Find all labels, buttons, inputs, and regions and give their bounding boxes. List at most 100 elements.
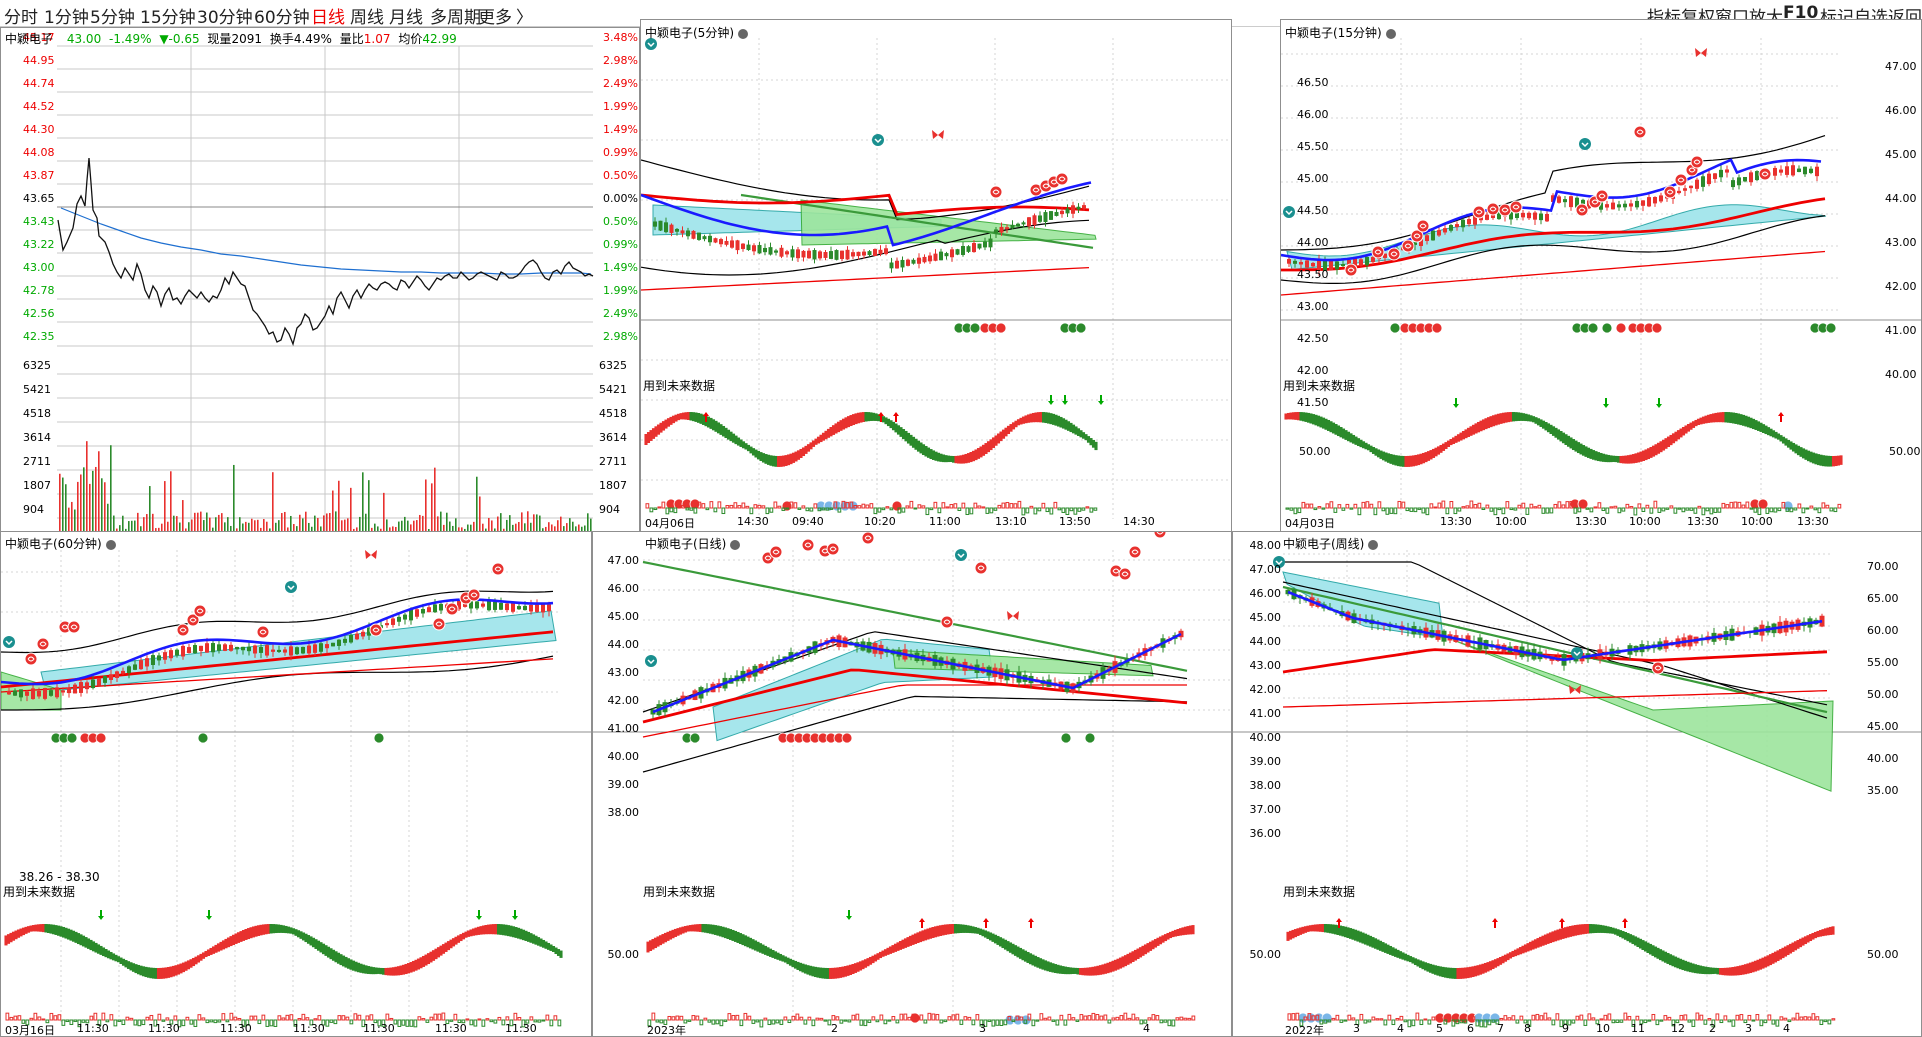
mini-volume-bar — [1115, 1016, 1120, 1021]
candle-body — [1076, 206, 1081, 210]
mini-volume-bar — [929, 507, 934, 511]
mini-volume-bar — [877, 507, 882, 513]
candle-body — [313, 644, 317, 653]
mini-volume-bar — [951, 1014, 956, 1021]
mini-volume-bar — [1619, 1019, 1624, 1023]
sell-signal-icon-glyph — [1475, 209, 1483, 215]
candle-body — [774, 250, 778, 253]
volume-bar — [170, 471, 172, 531]
settings-dot-icon[interactable] — [1385, 28, 1396, 39]
mini-volume-bar — [1307, 1013, 1312, 1021]
candle-body — [878, 249, 883, 254]
candle-body — [1449, 225, 1453, 231]
candle-body — [1737, 177, 1741, 186]
sell-signal-icon-glyph — [1489, 206, 1497, 212]
price-tick-left: 46.50 — [1297, 76, 1329, 89]
mini-volume-bar — [1709, 507, 1714, 515]
mini-volume-bar — [663, 1019, 668, 1025]
mini-volume-bar — [1367, 1019, 1372, 1023]
mini-volume-bar — [1151, 1014, 1156, 1021]
candle-body — [889, 262, 894, 269]
candle-body — [529, 604, 533, 612]
mini-volume-bar — [875, 1019, 880, 1023]
candle-body — [1635, 200, 1639, 208]
period-tab-monthly[interactable]: 月线 — [389, 8, 423, 28]
volume-bar — [77, 481, 79, 531]
period-tab-timeshare[interactable]: 分时 — [4, 8, 38, 28]
time-tick: 13:50 — [1059, 515, 1091, 528]
candle-body — [1695, 179, 1699, 189]
sell-signal-icon-glyph — [1374, 249, 1382, 255]
candle-body — [884, 248, 888, 255]
chart-panel-daily[interactable]: 中颖电子(日线) 用到未来数据 47.00 46.00 45.00 44.00 43.0… — [592, 531, 1232, 1037]
mini-volume-bar — [469, 1019, 474, 1026]
candle-body — [895, 260, 899, 269]
intraday-chart-panel[interactable]: 中颖电子 43.00 -1.49% ▼-0.65 现量2091 换手4.49% … — [0, 27, 640, 532]
chart-panel-5min[interactable]: 中颖电子(5分钟) 用到未来数据 04月06日 14:30 09:40 10:20 11… — [640, 19, 1232, 532]
settings-dot-icon[interactable] — [738, 28, 748, 39]
more-chevron-icon[interactable]: 〉 — [516, 8, 533, 28]
mini-volume-bar — [1347, 1014, 1352, 1021]
period-tab-1min[interactable]: 1分钟 — [44, 8, 89, 28]
sell-signal-icon-glyph — [1666, 189, 1674, 195]
settings-dot-icon[interactable] — [730, 539, 741, 550]
volume-bar — [431, 483, 433, 531]
mini-volume-bar — [659, 1019, 664, 1024]
mini-volume-bar — [1605, 507, 1610, 514]
candle-body — [1323, 260, 1327, 271]
candle-body — [1653, 196, 1657, 204]
candle-body — [1797, 168, 1801, 173]
candle-body — [1677, 190, 1681, 194]
signal-dot-icon — [1587, 322, 1599, 334]
chart-panel-15min[interactable]: 中颖电子(15分钟) 用到未来数据 46.50 46.00 45.50 45.00 44… — [1280, 19, 1922, 532]
mini-volume-bar — [1659, 1019, 1664, 1022]
volume-tick-right: 2711 — [599, 455, 627, 468]
volume-bar — [203, 520, 205, 531]
mini-volume-bar — [1771, 1019, 1776, 1025]
f10-button[interactable]: F10 — [1783, 3, 1819, 23]
mini-volume-bar — [1763, 1019, 1768, 1024]
sell-signal-icon-glyph — [1347, 267, 1355, 273]
period-tab-daily[interactable]: 日线 — [311, 8, 345, 28]
buy-signal-icon — [645, 38, 657, 50]
mini-volume-bar — [1823, 1019, 1828, 1023]
mini-volume-bar — [1479, 1019, 1484, 1028]
chart-panel-weekly[interactable]: 中颖电子(周线) 用到未来数据 48.00 47.00 46.00 45.00 44.0… — [1232, 531, 1922, 1037]
settings-dot-icon[interactable] — [105, 539, 116, 550]
candle-body — [1497, 212, 1501, 220]
mini-volume-bar — [1527, 1019, 1532, 1027]
price-tick: 42.00 — [607, 694, 640, 707]
mini-volume-bar — [541, 1019, 546, 1022]
mini-volume-bar — [1741, 504, 1746, 509]
volume-bar — [551, 524, 553, 531]
mini-volume-bar — [959, 1019, 964, 1025]
mini-volume-bar — [441, 1012, 446, 1021]
period-tab-30min[interactable]: 30分钟 — [197, 8, 253, 28]
chart-panel-60min[interactable]: 中颖电子(60分钟) 38.26 - 38.30 用到未来数据 03月16日 11… — [0, 531, 592, 1037]
mini-volume-bar — [789, 501, 794, 509]
mini-volume-bar — [457, 1019, 462, 1024]
candle-body — [301, 646, 305, 654]
mini-volume-bar — [725, 505, 730, 509]
mini-volume-bar — [1075, 1019, 1080, 1022]
mini-volume-bar — [1329, 501, 1334, 509]
intraday-svg — [57, 45, 594, 531]
mini-volume-bar — [1609, 506, 1614, 509]
down-arrow-icon — [1656, 398, 1662, 408]
period-tab-5min[interactable]: 5分钟 — [90, 8, 135, 28]
period-tab-weekly[interactable]: 周线 — [350, 8, 384, 28]
sell-signal-icon-glyph — [1390, 251, 1398, 257]
period-tab-15min[interactable]: 15分钟 — [140, 8, 196, 28]
candle-body — [511, 602, 515, 612]
period-tab-multi[interactable]: 多周期 — [430, 8, 481, 28]
time-tick: 04月06日 — [645, 517, 695, 530]
period-tab-more[interactable]: 更多 — [478, 8, 512, 28]
mini-volume-bar — [1033, 507, 1038, 515]
mini-volume-bar — [1773, 507, 1778, 513]
ma-line-blue — [1281, 158, 1822, 262]
candle-body — [928, 255, 932, 262]
mini-volume-bar — [1565, 501, 1570, 509]
candle-body — [713, 238, 718, 243]
period-tab-60min[interactable]: 60分钟 — [254, 8, 310, 28]
settings-dot-icon[interactable] — [1368, 539, 1379, 550]
